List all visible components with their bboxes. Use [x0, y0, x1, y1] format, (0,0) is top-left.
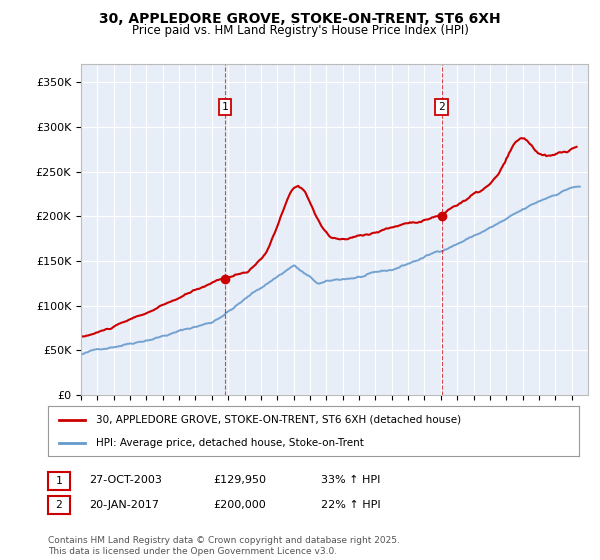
Text: 1: 1	[55, 476, 62, 486]
Text: 2: 2	[438, 102, 445, 112]
Text: 20-JAN-2017: 20-JAN-2017	[89, 500, 159, 510]
Text: 27-OCT-2003: 27-OCT-2003	[89, 475, 161, 486]
Text: 33% ↑ HPI: 33% ↑ HPI	[321, 475, 380, 486]
Text: Price paid vs. HM Land Registry's House Price Index (HPI): Price paid vs. HM Land Registry's House …	[131, 24, 469, 37]
Text: 22% ↑ HPI: 22% ↑ HPI	[321, 500, 380, 510]
Text: HPI: Average price, detached house, Stoke-on-Trent: HPI: Average price, detached house, Stok…	[96, 438, 364, 448]
Text: £200,000: £200,000	[213, 500, 266, 510]
Text: 1: 1	[222, 102, 229, 112]
Text: 30, APPLEDORE GROVE, STOKE-ON-TRENT, ST6 6XH (detached house): 30, APPLEDORE GROVE, STOKE-ON-TRENT, ST6…	[96, 414, 461, 424]
Text: 2: 2	[55, 500, 62, 510]
Text: Contains HM Land Registry data © Crown copyright and database right 2025.
This d: Contains HM Land Registry data © Crown c…	[48, 536, 400, 556]
Text: £129,950: £129,950	[213, 475, 266, 486]
Text: 30, APPLEDORE GROVE, STOKE-ON-TRENT, ST6 6XH: 30, APPLEDORE GROVE, STOKE-ON-TRENT, ST6…	[99, 12, 501, 26]
